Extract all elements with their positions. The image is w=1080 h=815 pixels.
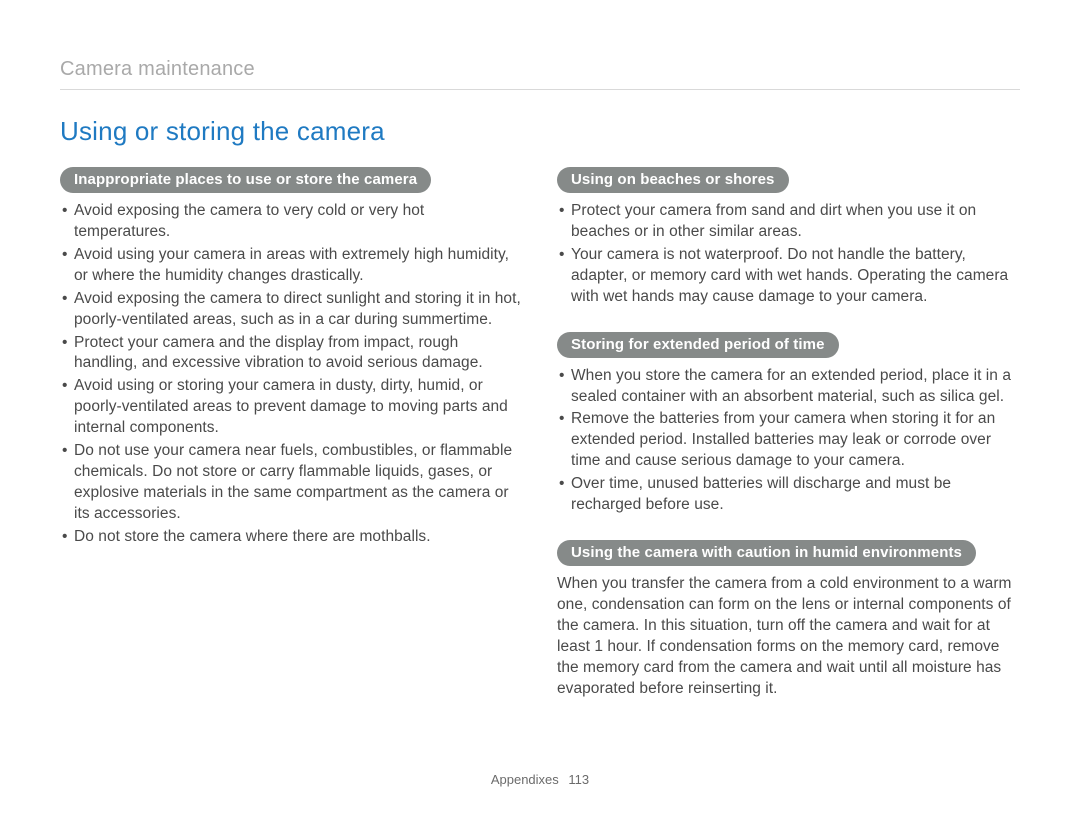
- paragraph: When you transfer the camera from a cold…: [557, 574, 1020, 700]
- section-inappropriate-places: Inappropriate places to use or store the…: [60, 167, 523, 548]
- list-item: Avoid exposing the camera to very cold o…: [60, 201, 523, 243]
- list-item: When you store the camera for an extende…: [557, 366, 1020, 408]
- page-footer: Appendixes 113: [0, 772, 1080, 787]
- page-title: Using or storing the camera: [60, 116, 1020, 147]
- bullet-list: Avoid exposing the camera to very cold o…: [60, 201, 523, 548]
- list-item: Protect your camera and the display from…: [60, 333, 523, 375]
- section-heading-pill: Storing for extended period of time: [557, 332, 839, 358]
- page-number: 113: [568, 772, 589, 787]
- list-item: Remove the batteries from your camera wh…: [557, 409, 1020, 472]
- section-heading-pill: Using on beaches or shores: [557, 167, 789, 193]
- list-item: Do not use your camera near fuels, combu…: [60, 441, 523, 525]
- breadcrumb: Camera maintenance: [60, 58, 1020, 90]
- bullet-list: Protect your camera from sand and dirt w…: [557, 201, 1020, 308]
- section-beaches: Using on beaches or shores Protect your …: [557, 167, 1020, 308]
- list-item: Avoid using your camera in areas with ex…: [60, 245, 523, 287]
- section-heading-pill: Using the camera with caution in humid e…: [557, 540, 976, 566]
- section-humid-environments: Using the camera with caution in humid e…: [557, 540, 1020, 700]
- right-column: Using on beaches or shores Protect your …: [557, 167, 1020, 724]
- left-column: Inappropriate places to use or store the…: [60, 167, 523, 724]
- document-page: Camera maintenance Using or storing the …: [0, 0, 1080, 815]
- list-item: Your camera is not waterproof. Do not ha…: [557, 245, 1020, 308]
- two-column-layout: Inappropriate places to use or store the…: [60, 167, 1020, 724]
- list-item: Over time, unused batteries will dischar…: [557, 474, 1020, 516]
- section-heading-pill: Inappropriate places to use or store the…: [60, 167, 431, 193]
- list-item: Avoid using or storing your camera in du…: [60, 376, 523, 439]
- section-extended-storage: Storing for extended period of time When…: [557, 332, 1020, 516]
- footer-label: Appendixes: [491, 772, 559, 787]
- list-item: Do not store the camera where there are …: [60, 527, 523, 548]
- list-item: Protect your camera from sand and dirt w…: [557, 201, 1020, 243]
- list-item: Avoid exposing the camera to direct sunl…: [60, 289, 523, 331]
- bullet-list: When you store the camera for an extende…: [557, 366, 1020, 516]
